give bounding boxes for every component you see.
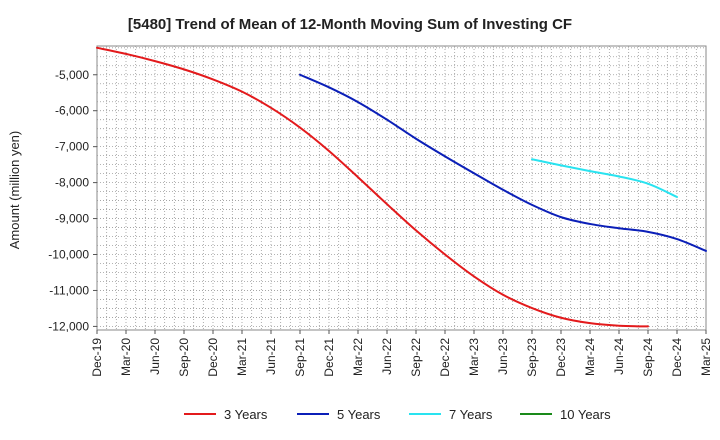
plot-frame bbox=[96, 45, 707, 331]
x-tick-label: Dec-22 bbox=[438, 338, 452, 377]
x-tick-label: Jun-24 bbox=[612, 338, 626, 375]
legend-label-10-years: 10 Years bbox=[560, 407, 611, 422]
y-tick-label: -11,000 bbox=[49, 283, 89, 297]
y-tick-label: -12,000 bbox=[48, 319, 89, 333]
series-lines bbox=[96, 46, 707, 328]
x-tick-label: Sep-21 bbox=[293, 338, 307, 377]
x-tick-label: Sep-22 bbox=[409, 338, 423, 377]
y-tick-label: -9,000 bbox=[55, 212, 89, 226]
x-tick-label: Mar-25 bbox=[699, 338, 713, 376]
chart-title: [5480] Trend of Mean of 12-Month Moving … bbox=[128, 16, 572, 33]
legend: 3 Years 5 Years 7 Years 10 Years bbox=[184, 407, 611, 422]
x-tick-label: Sep-23 bbox=[525, 338, 539, 377]
x-tick-label: Dec-24 bbox=[670, 338, 684, 377]
x-tick-label: Jun-23 bbox=[496, 338, 510, 375]
x-tick-label: Dec-19 bbox=[90, 338, 104, 377]
x-tick-label: Jun-21 bbox=[264, 338, 278, 375]
x-tick-label: Sep-24 bbox=[641, 338, 655, 377]
plot-area bbox=[96, 45, 707, 331]
y-tick-label: -10,000 bbox=[48, 248, 89, 262]
x-tick-label: Jun-22 bbox=[380, 338, 394, 375]
y-tick-label: -6,000 bbox=[55, 104, 89, 118]
y-tick-label: -8,000 bbox=[55, 176, 89, 190]
gridlines bbox=[97, 46, 706, 330]
series-line-3-years bbox=[96, 46, 649, 328]
y-tick-label: -5,000 bbox=[55, 68, 89, 82]
x-tick-label: Jun-20 bbox=[148, 338, 162, 375]
series-line-7-years bbox=[531, 158, 678, 198]
x-tick-label: Mar-22 bbox=[351, 338, 365, 376]
x-axis: Dec-19 Mar-20 Jun-20 Sep-20 Dec-20 Mar-21 Jun-… bbox=[90, 330, 713, 377]
y-tick-label: -7,000 bbox=[55, 140, 89, 154]
legend-label-7-years: 7 Years bbox=[449, 407, 493, 422]
x-tick-label: Dec-21 bbox=[322, 338, 336, 377]
y-axis-label: Amount (million yen) bbox=[7, 131, 22, 250]
series-line-5-years bbox=[299, 73, 707, 252]
y-axis: -5,000 -6,000 -7,000 -8,000 -9,000 -10,000 -11… bbox=[48, 68, 97, 333]
legend-label-3-years: 3 Years bbox=[224, 407, 268, 422]
x-tick-label: Dec-20 bbox=[206, 338, 220, 377]
x-tick-label: Dec-23 bbox=[554, 338, 568, 377]
x-tick-label: Sep-20 bbox=[177, 338, 191, 377]
legend-label-5-years: 5 Years bbox=[337, 407, 381, 422]
x-tick-label: Mar-21 bbox=[235, 338, 249, 376]
x-tick-label: Mar-23 bbox=[467, 338, 481, 376]
x-tick-label: Mar-20 bbox=[119, 338, 133, 376]
x-tick-label: Mar-24 bbox=[583, 338, 597, 376]
